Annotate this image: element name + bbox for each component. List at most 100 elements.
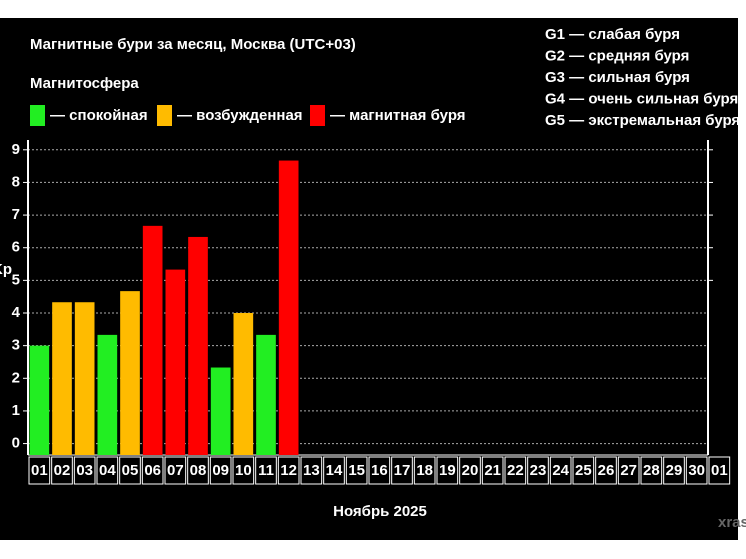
x-tick-label: 01 <box>31 462 48 479</box>
category-box <box>459 456 481 485</box>
x-tick-label: 30 <box>688 462 705 479</box>
y2-tick-label: G2 <box>740 239 746 256</box>
watermark: xras <box>718 514 746 531</box>
bar <box>142 225 163 455</box>
category-box <box>232 456 255 485</box>
legend-swatch <box>157 105 172 126</box>
legend-label: — спокойная <box>50 107 148 124</box>
x-tick-label: 05 <box>122 462 139 479</box>
category-box <box>368 456 391 485</box>
y-tick-label: 1 <box>12 402 20 419</box>
x-tick-label: 04 <box>99 462 116 479</box>
category-box <box>255 456 277 485</box>
category-box <box>164 456 187 485</box>
category-box <box>413 456 436 485</box>
category-box <box>51 456 73 485</box>
x-tick-label: 13 <box>303 462 320 479</box>
x-tick-label: 29 <box>666 462 683 479</box>
y-tick-label: 5 <box>12 271 20 288</box>
legend-swatch <box>30 105 45 126</box>
y-tick-label: 3 <box>12 337 20 354</box>
x-tick-label: 08 <box>190 462 207 479</box>
x-tick-label: 11 <box>258 462 274 479</box>
category-box <box>187 456 209 485</box>
y2-tick-label: G4 <box>740 173 746 190</box>
legend-swatch <box>310 105 325 126</box>
bar <box>29 345 50 455</box>
category-box <box>345 456 368 485</box>
scale-note: G4 — очень сильная буря <box>545 90 738 107</box>
category-box <box>527 456 549 485</box>
y2-tick-label: G5 <box>740 141 746 158</box>
legend-label: — магнитная буря <box>330 107 466 124</box>
scale-note: G5 — экстремальная буря <box>545 112 740 129</box>
y-tick-label: 2 <box>12 369 20 386</box>
y-axis-label: Kp <box>0 261 12 278</box>
bar <box>74 302 95 455</box>
y-tick-label: 0 <box>12 435 20 452</box>
category-box <box>277 456 300 485</box>
category-box <box>436 456 459 485</box>
y-tick-label: 9 <box>12 141 20 158</box>
bar <box>233 313 254 455</box>
y-tick-label: 6 <box>12 239 20 256</box>
x-tick-label: 14 <box>326 462 343 479</box>
bar <box>120 291 140 455</box>
category-box <box>141 456 164 485</box>
x-tick-label: 02 <box>54 462 71 479</box>
category-box <box>323 456 345 485</box>
bar <box>52 302 72 455</box>
x-tick-label: 07 <box>167 462 184 479</box>
bar <box>188 236 208 455</box>
category-box <box>73 456 96 485</box>
category-box <box>617 456 640 485</box>
scale-note: G1 — слабая буря <box>545 26 680 43</box>
x-tick-label: 28 <box>643 462 660 479</box>
x-tick-label: 20 <box>462 462 479 479</box>
x-tick-label: 19 <box>439 462 456 479</box>
category-box <box>595 456 617 485</box>
x-tick-label: 26 <box>598 462 615 479</box>
x-tick-label: 17 <box>394 462 411 479</box>
y-tick-label: 4 <box>12 304 21 321</box>
bar <box>278 160 299 456</box>
y2-tick-label: G1 <box>740 271 746 288</box>
y-tick-label: 8 <box>12 173 20 190</box>
category-box <box>391 456 413 485</box>
x-tick-label: 06 <box>144 462 161 479</box>
bar <box>210 367 231 455</box>
x-tick-label: 09 <box>212 462 229 479</box>
category-box <box>708 456 731 485</box>
x-tick-label: 25 <box>575 462 592 479</box>
bar <box>165 269 186 455</box>
category-box <box>572 456 595 485</box>
subtitle: Магнитосфера <box>30 75 139 92</box>
category-box <box>685 456 708 485</box>
category-box <box>300 456 323 485</box>
x-tick-label: 24 <box>552 462 569 479</box>
scale-note: G3 — сильная буря <box>545 69 690 86</box>
x-tick-label: 01 <box>711 462 728 479</box>
category-box <box>640 456 663 485</box>
category-box <box>549 456 572 485</box>
scale-note: G2 — средняя буря <box>545 47 689 64</box>
x-tick-label: 22 <box>507 462 524 479</box>
legend-label: — возбужденная <box>177 107 303 124</box>
category-box <box>504 456 527 485</box>
x-tick-label: 10 <box>235 462 252 479</box>
x-axis-label: Ноябрь 2025 <box>333 503 427 520</box>
x-tick-label: 27 <box>620 462 637 479</box>
x-tick-label: 23 <box>530 462 547 479</box>
y2-tick-label: G3 <box>740 206 746 223</box>
category-box <box>209 456 232 485</box>
x-tick-label: 18 <box>416 462 433 479</box>
category-box <box>481 456 504 485</box>
bar <box>256 334 276 455</box>
y-tick-label: 7 <box>12 206 20 223</box>
category-box <box>119 456 141 485</box>
category-box <box>28 456 51 485</box>
category-box <box>96 456 119 485</box>
bar <box>97 334 118 455</box>
x-tick-label: 12 <box>280 462 297 479</box>
